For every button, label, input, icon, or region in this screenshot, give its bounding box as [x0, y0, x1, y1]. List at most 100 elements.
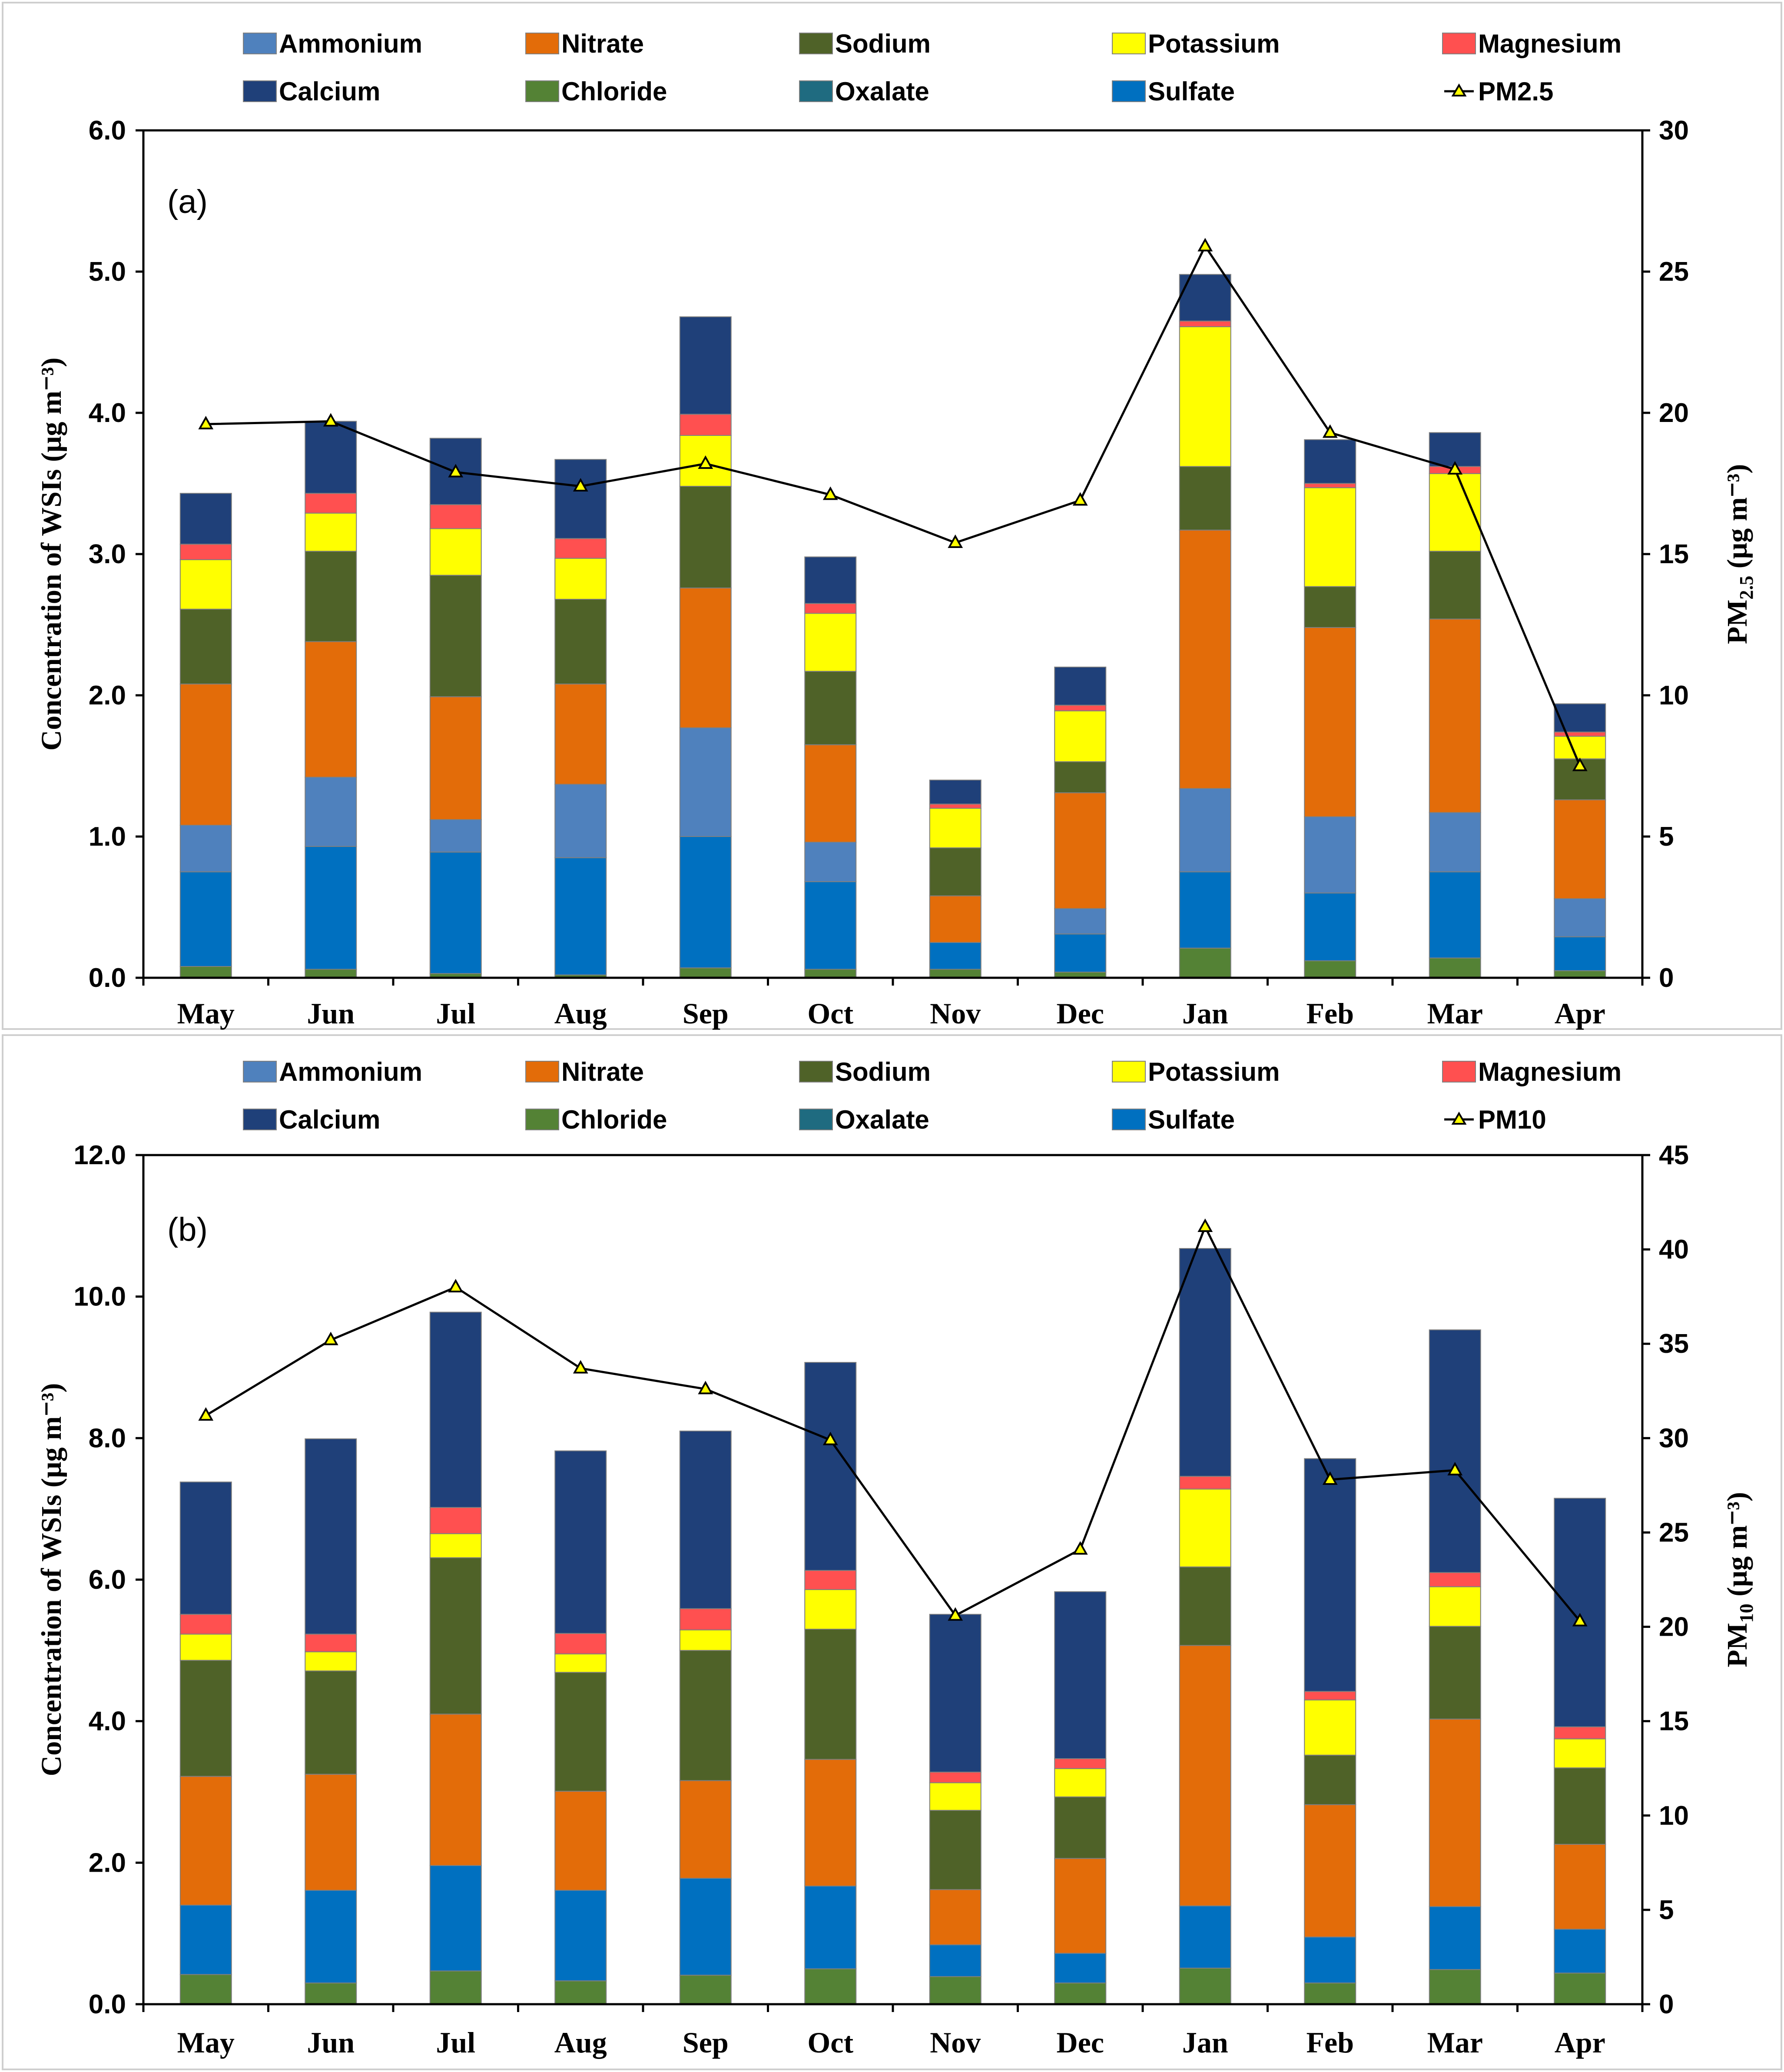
bar-segment-potassium-oct: [804, 1589, 857, 1630]
legend-item-potassium: Potassium: [1112, 1057, 1280, 1086]
bar-segment-sodium-jan: [1179, 1566, 1231, 1646]
y2-tick-label: 5: [1659, 1895, 1674, 1925]
y-axis-title: Concentration of WSIs (μg m⁻³): [36, 358, 67, 751]
legend-item-ammonium: Ammonium: [243, 1057, 422, 1086]
bar-segment-nitrate-dec: [1054, 1858, 1107, 1954]
point-pm10-sep: [698, 1381, 713, 1395]
y-tick-label: 2.0: [89, 681, 126, 711]
bar-segment-sulfate-oct: [804, 1886, 857, 1969]
legend-label: Nitrate: [561, 1057, 644, 1086]
x-tick-label-oct: Oct: [807, 2026, 853, 2059]
y-tick-label: 6.0: [89, 1565, 126, 1595]
x-tick-label-dec: Dec: [1057, 997, 1104, 1030]
legend-swatch-nitrate: [525, 33, 559, 54]
bar-segment-sulfate-sep: [679, 1878, 732, 1976]
bar-segment-calcium-aug: [554, 1450, 607, 1634]
y-tick-label: 10.0: [73, 1282, 126, 1312]
bar-segment-nitrate-aug: [554, 684, 607, 785]
bar-segment-sulfate-oct: [804, 881, 857, 970]
bar-segment-nitrate-jun: [305, 641, 357, 778]
point-pm2-5-mar: [1447, 461, 1463, 475]
bar-segment-sulfate-mar: [1429, 871, 1481, 959]
point-pm10-dec: [1072, 1541, 1088, 1555]
bar-segment-nitrate-mar: [1429, 1718, 1481, 1907]
bar-segment-ammonium-dec: [1054, 908, 1107, 935]
bar-segment-calcium-oct: [804, 556, 857, 604]
bar-segment-potassium-jan: [1179, 326, 1231, 467]
x-tick-label-feb: Feb: [1306, 2026, 1354, 2059]
bar-segment-calcium-feb: [1304, 1458, 1356, 1692]
y-tick-label: 4.0: [89, 398, 126, 428]
bar-segment-nitrate-nov: [929, 1889, 982, 1946]
bar-segment-magnesium-may: [179, 1614, 232, 1635]
y2-tick-label: 40: [1659, 1235, 1689, 1265]
bar-segment-magnesium-may: [179, 544, 232, 560]
point-pm10-apr: [1572, 1613, 1588, 1627]
point-pm10-aug: [573, 1360, 588, 1374]
bar-segment-sodium-aug: [554, 599, 607, 684]
bar-segment-ammonium-jan: [1179, 788, 1231, 873]
point-pm2-5-apr: [1572, 757, 1588, 771]
x-tick-label-nov: Nov: [930, 997, 981, 1030]
y2-tick-label: 15: [1659, 1707, 1689, 1737]
legend-label: Oxalate: [835, 1105, 929, 1134]
bar-segment-sodium-oct: [804, 1628, 857, 1760]
legend-label: PM10: [1478, 1105, 1546, 1134]
legend-label: Potassium: [1148, 29, 1280, 58]
bar-segment-sulfate-aug: [554, 857, 607, 976]
bar-segment-ammonium-oct: [804, 842, 857, 882]
panel-b-frame: [2, 1034, 1782, 2070]
point-pm2-5-aug: [573, 478, 588, 491]
bar-segment-chloride-jan: [1179, 1967, 1231, 2005]
point-pm2-5-feb: [1322, 424, 1338, 438]
bar-segment-nitrate-nov: [929, 895, 982, 943]
y-tick-label: 0.0: [89, 963, 126, 993]
y-tick-label: 5.0: [89, 257, 126, 287]
bar-segment-ammonium-feb: [1304, 816, 1356, 893]
bar-segment-nitrate-oct: [804, 1759, 857, 1887]
x-tick-label-sep: Sep: [683, 2026, 729, 2059]
line-pm2-5: [206, 244, 1581, 767]
bar-segment-sodium-feb: [1304, 1754, 1356, 1805]
panel-label: (a): [167, 183, 208, 220]
legend-swatch-sodium: [799, 33, 833, 54]
legend-label: Magnesium: [1478, 29, 1622, 58]
y2-tick-label: 35: [1659, 1329, 1689, 1359]
legend-label: Calcium: [279, 77, 380, 106]
y2-tick-label: 5: [1659, 822, 1674, 852]
bar-segment-magnesium-jan: [1179, 1476, 1231, 1490]
bar-segment-nitrate-sep: [679, 588, 732, 728]
bar-segment-sodium-aug: [554, 1672, 607, 1792]
legend-label: Calcium: [279, 1105, 380, 1134]
bar-segment-chloride-mar: [1429, 1969, 1481, 2005]
bar-segment-potassium-sep: [679, 1629, 732, 1651]
y2-tick-label: 30: [1659, 1423, 1689, 1453]
bar-segment-calcium-may: [179, 493, 232, 545]
bar-segment-sulfate-apr: [1554, 1929, 1606, 1974]
bar-segment-potassium-jun: [305, 1651, 357, 1672]
bar-segment-magnesium-aug: [554, 538, 607, 559]
bar-segment-chloride-dec: [1054, 1982, 1107, 2005]
bar-segment-nitrate-oct: [804, 744, 857, 843]
y2-tick-label: 0: [1659, 1989, 1674, 2019]
legend-item-magnesium: Magnesium: [1442, 29, 1622, 58]
bar-segment-sodium-dec: [1054, 1796, 1107, 1859]
bar-segment-nitrate-feb: [1304, 627, 1356, 817]
legend-marker-icon: [1451, 83, 1467, 96]
bar-segment-sodium-sep: [679, 486, 732, 588]
bar-segment-magnesium-aug: [554, 1633, 607, 1654]
bar-segment-magnesium-mar: [1429, 1572, 1481, 1587]
y2-tick-label: 10: [1659, 681, 1689, 711]
legend-item-sodium: Sodium: [799, 29, 931, 58]
bar-segment-calcium-oct: [804, 1362, 857, 1571]
x-tick-label-nov: Nov: [930, 2026, 981, 2059]
line-pm10: [205, 1224, 1581, 1622]
y-axis-title: Concentration of WSIs (μg m⁻³): [36, 1383, 67, 1776]
legend-swatch-sulfate: [1112, 1109, 1146, 1130]
bar-segment-sulfate-jul: [429, 1865, 482, 1972]
legend-swatch-sulfate: [1112, 80, 1146, 102]
point-pm10-feb: [1322, 1471, 1338, 1485]
point-pm10-nov: [948, 1607, 963, 1621]
legend-item-oxalate: Oxalate: [799, 77, 929, 106]
bar-segment-magnesium-jun: [305, 493, 357, 514]
